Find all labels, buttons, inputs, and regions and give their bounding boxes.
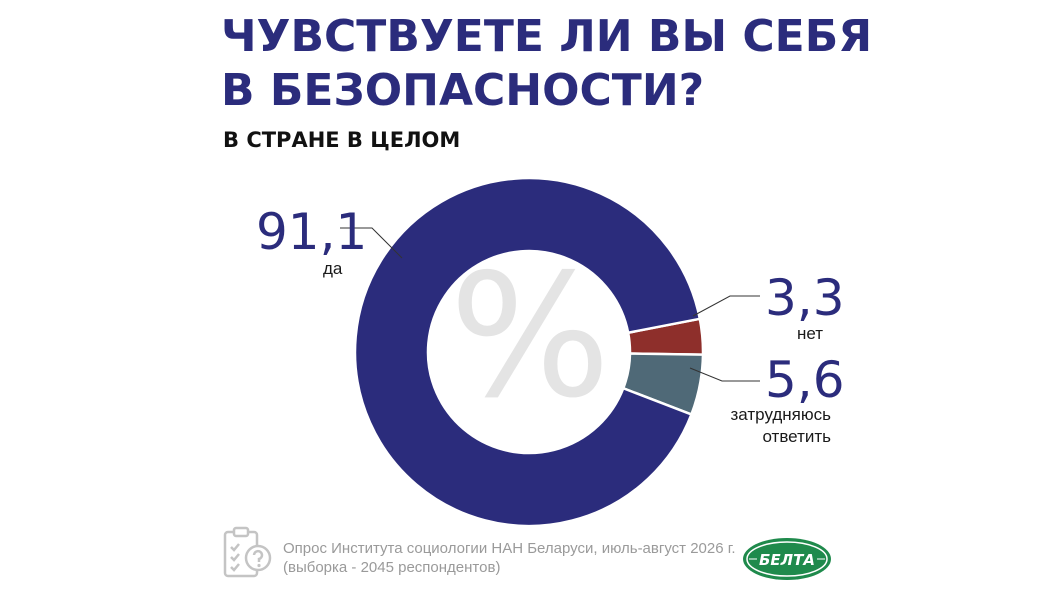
belta-logo: БЕЛТА bbox=[743, 538, 831, 580]
survey-source-line-1: Опрос Института социологии НАН Беларуси,… bbox=[283, 540, 736, 557]
label-zatr-line-1: затрудняюсь bbox=[730, 405, 831, 424]
leader-line-da bbox=[340, 227, 403, 259]
title-line-1: ЧУВСТВУЕТЕ ЛИ ВЫ СЕБЯ bbox=[221, 11, 873, 62]
label-da: да bbox=[323, 259, 343, 278]
leader-line-zatr bbox=[689, 367, 760, 382]
value-net: 3,3 bbox=[765, 269, 845, 327]
chart-subtitle: В СТРАНЕ В ЦЕЛОМ bbox=[223, 128, 461, 152]
leader-line-net bbox=[692, 295, 760, 317]
value-zatr: 5,6 bbox=[765, 351, 845, 409]
donut-slice-da bbox=[353, 176, 702, 528]
value-da: 91,1 bbox=[256, 203, 368, 261]
label-net: нет bbox=[797, 324, 824, 343]
title-line-2: В БЕЗОПАСНОСТИ? bbox=[221, 65, 705, 116]
label-zatr: затрудняюсь ответить bbox=[719, 404, 831, 448]
percent-symbol: % bbox=[449, 238, 611, 436]
label-zatr-line-2: ответить bbox=[762, 427, 831, 446]
belta-logo-text: БЕЛТА bbox=[759, 551, 815, 569]
donut-slices bbox=[353, 176, 705, 528]
survey-source: Опрос Института социологии НАН Беларуси,… bbox=[283, 539, 736, 577]
survey-clipboard-icon bbox=[223, 526, 272, 578]
page-title: ЧУВСТВУЕТЕ ЛИ ВЫ СЕБЯ В БЕЗОПАСНОСТИ? bbox=[221, 10, 981, 118]
survey-source-line-2: (выборка - 2045 респондентов) bbox=[283, 559, 501, 576]
